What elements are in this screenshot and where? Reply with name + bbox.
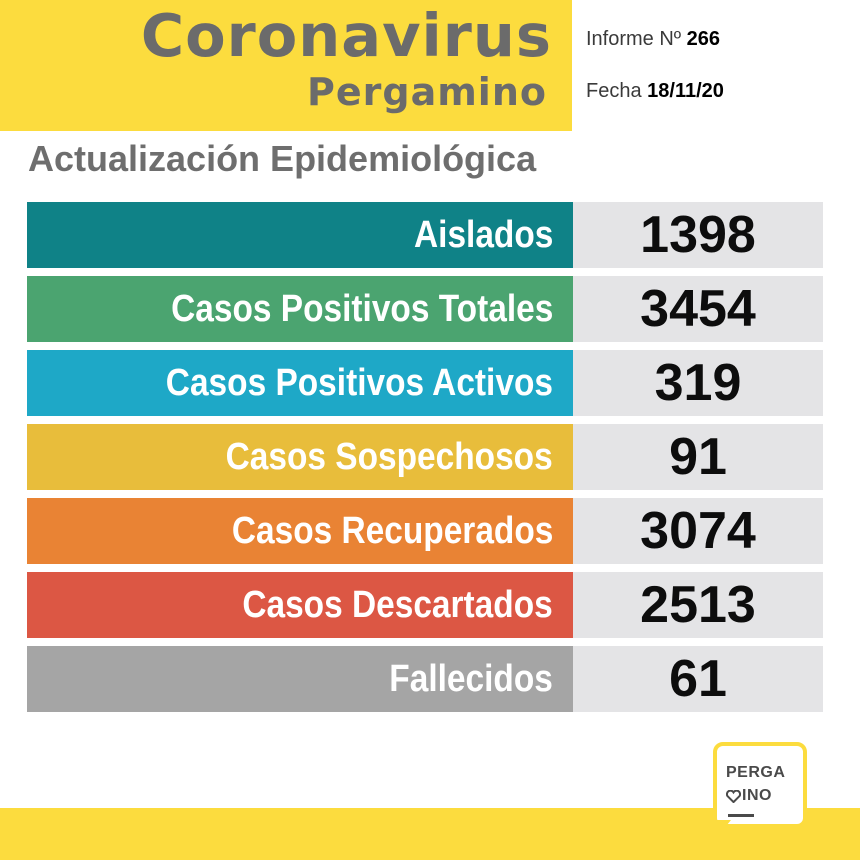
- stat-row-fallecidos: Fallecidos 61: [27, 646, 823, 712]
- stat-label-sospechosos: Casos Sospechosos: [27, 424, 573, 490]
- stat-value-aislados: 1398: [573, 202, 823, 268]
- report-number-line: Informe Nº 266: [586, 28, 720, 51]
- stat-label-positivos-activos: Casos Positivos Activos: [27, 350, 573, 416]
- header-title: Coronavirus: [140, 1, 552, 70]
- stat-row-aislados: Aislados 1398: [27, 202, 823, 268]
- stat-row-sospechosos: Casos Sospechosos 91: [27, 424, 823, 490]
- stats-table: Aislados 1398 Casos Positivos Totales 34…: [27, 202, 823, 720]
- heart-icon: [726, 790, 741, 803]
- report-number-label: Informe Nº: [586, 28, 682, 50]
- stat-label-positivos-totales: Casos Positivos Totales: [27, 276, 573, 342]
- section-title: Actualización Epidemiológica: [28, 138, 537, 179]
- stat-label-recuperados: Casos Recuperados: [27, 498, 573, 564]
- stat-value-positivos-totales: 3454: [573, 276, 823, 342]
- stat-row-positivos-activos: Casos Positivos Activos 319: [27, 350, 823, 416]
- stat-row-recuperados: Casos Recuperados 3074: [27, 498, 823, 564]
- stat-row-positivos-totales: Casos Positivos Totales 3454: [27, 276, 823, 342]
- logo-speech-tail: [713, 820, 731, 842]
- report-date-value: 18/11/20: [647, 80, 724, 102]
- report-date-label: Fecha: [586, 80, 642, 102]
- report-number-value: 266: [686, 28, 721, 50]
- header-banner: Coronavirus Pergamino: [0, 0, 572, 131]
- logo-underline: [728, 814, 754, 817]
- stat-label-fallecidos: Fallecidos: [27, 646, 573, 712]
- stat-value-sospechosos: 91: [573, 424, 823, 490]
- stat-value-recuperados: 3074: [573, 498, 823, 564]
- logo-text-line2: INO: [742, 787, 772, 804]
- stat-row-descartados: Casos Descartados 2513: [27, 572, 823, 638]
- stat-value-descartados: 2513: [573, 572, 823, 638]
- pergamino-logo: [713, 742, 807, 828]
- stat-label-aislados: Aislados: [27, 202, 573, 268]
- stat-value-positivos-activos: 319: [573, 350, 823, 416]
- stat-label-descartados: Casos Descartados: [27, 572, 573, 638]
- stat-value-fallecidos: 61: [573, 646, 823, 712]
- report-date-line: Fecha 18/11/20: [586, 80, 724, 103]
- header-subtitle: Pergamino: [307, 70, 547, 114]
- logo-text-line1: PERGA: [726, 764, 786, 781]
